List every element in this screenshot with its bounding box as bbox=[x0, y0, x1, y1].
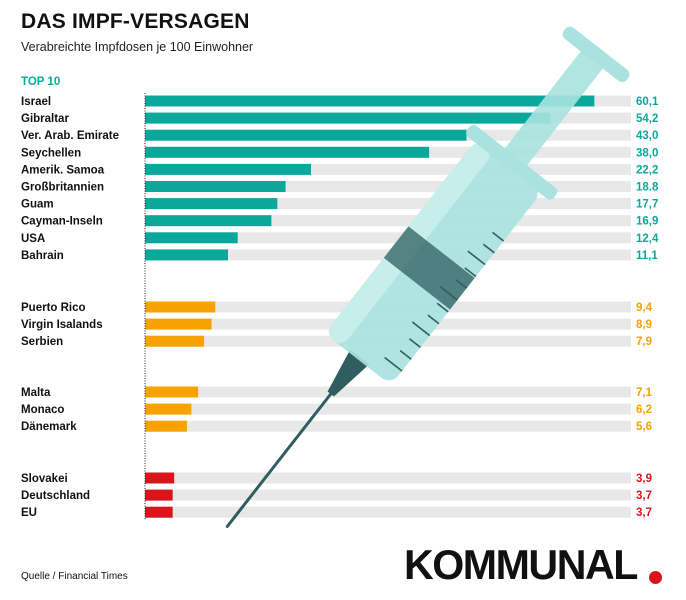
bar-track bbox=[145, 506, 631, 518]
scale-mark bbox=[482, 243, 495, 254]
category-label: Israel bbox=[21, 96, 51, 108]
bar-track bbox=[145, 420, 631, 432]
bar bbox=[145, 506, 173, 518]
category-label: Seychellen bbox=[21, 147, 81, 159]
value-label: 9,4 bbox=[636, 302, 653, 314]
category-label: Virgin Isalands bbox=[21, 319, 103, 331]
category-label: Bahrain bbox=[21, 250, 64, 262]
value-label: 11,1 bbox=[636, 250, 658, 262]
category-label: Puerto Rico bbox=[21, 302, 86, 314]
category-label: Gibraltar bbox=[21, 113, 69, 125]
bar bbox=[145, 403, 192, 415]
value-label: 60,1 bbox=[636, 96, 659, 108]
value-labels: 60,1 54,2 43,0 38,0 22,2 18.8 17,7 16,9 12,4 11,1… bbox=[636, 96, 659, 519]
plunger-thumb-rest bbox=[562, 26, 630, 83]
bar bbox=[145, 198, 278, 210]
category-label: Serbien bbox=[21, 336, 63, 348]
kommunal-logo: KOMMUNAL bbox=[404, 541, 638, 588]
bar-track bbox=[145, 198, 631, 210]
value-label: 18.8 bbox=[636, 182, 659, 194]
category-label: Malta bbox=[21, 387, 51, 399]
value-label: 22,2 bbox=[636, 164, 658, 176]
value-label: 3,7 bbox=[636, 490, 652, 502]
scale-mark bbox=[492, 231, 505, 242]
bar-track bbox=[145, 489, 631, 501]
category-label: Deutschland bbox=[21, 490, 90, 502]
value-label: 17,7 bbox=[636, 199, 658, 211]
group-label-top10: TOP 10 bbox=[21, 76, 61, 88]
bar bbox=[145, 112, 551, 124]
plunger-seal bbox=[383, 226, 475, 310]
bar-track bbox=[145, 232, 631, 244]
scale-mark bbox=[455, 279, 468, 289]
bar bbox=[145, 335, 205, 347]
bar bbox=[145, 129, 467, 141]
value-label: 8,9 bbox=[636, 319, 652, 331]
scale-mark bbox=[439, 285, 458, 301]
bar-track bbox=[145, 215, 631, 227]
value-label: 6,2 bbox=[636, 404, 652, 416]
value-label: 43,0 bbox=[636, 130, 658, 142]
value-label: 5,6 bbox=[636, 421, 652, 433]
scale-mark bbox=[411, 321, 431, 337]
bar-track bbox=[145, 403, 631, 415]
bar bbox=[145, 181, 286, 192]
category-label: Guam bbox=[21, 199, 54, 211]
category-labels: Israel Gibraltar Ver. Arab. Emirate Seychel… bbox=[21, 96, 119, 519]
value-label: 16,9 bbox=[636, 216, 658, 228]
value-label: 12,4 bbox=[636, 233, 659, 245]
category-label: Slovakei bbox=[21, 473, 68, 485]
category-label: Monaco bbox=[21, 404, 64, 416]
bar bbox=[145, 472, 175, 484]
value-label: 54,2 bbox=[636, 113, 658, 125]
value-label: 7,1 bbox=[636, 387, 653, 399]
bar bbox=[145, 95, 595, 107]
value-label: 7,9 bbox=[636, 336, 652, 348]
bar-track bbox=[145, 163, 631, 175]
scale-mark bbox=[384, 356, 403, 372]
scale-mark bbox=[464, 267, 477, 278]
syringe-illustration bbox=[225, 26, 630, 528]
scale-mark bbox=[436, 302, 449, 313]
category-label: Ver. Arab. Emirate bbox=[21, 130, 119, 142]
bar-track bbox=[145, 386, 631, 398]
value-label: 3,7 bbox=[636, 507, 652, 519]
bar bbox=[145, 301, 216, 313]
needle bbox=[225, 389, 335, 528]
category-label: Großbritannien bbox=[21, 182, 104, 194]
scale-mark bbox=[408, 338, 421, 349]
bar-track bbox=[145, 181, 631, 192]
bars bbox=[145, 95, 595, 518]
scale-mark bbox=[427, 314, 440, 325]
needle-hub bbox=[327, 349, 370, 397]
bar bbox=[145, 420, 187, 432]
bar bbox=[145, 215, 272, 227]
category-label: Dänemark bbox=[21, 421, 77, 433]
bar bbox=[145, 163, 311, 175]
category-label: Amerik. Samoa bbox=[21, 164, 105, 176]
bar bbox=[145, 386, 199, 398]
logo-dot-icon bbox=[649, 571, 662, 584]
value-label: 3,9 bbox=[636, 473, 652, 485]
bar bbox=[145, 232, 238, 244]
category-label: EU bbox=[21, 507, 37, 519]
bar bbox=[145, 318, 212, 330]
bar-track bbox=[145, 472, 631, 484]
plunger-rod bbox=[498, 44, 608, 175]
value-label: 38,0 bbox=[636, 147, 658, 159]
source-note: Quelle / Financial Times bbox=[21, 571, 128, 582]
bar bbox=[145, 489, 173, 501]
scale-mark bbox=[467, 250, 486, 266]
bar bbox=[145, 249, 228, 261]
category-label: Cayman-Inseln bbox=[21, 216, 103, 228]
scale-mark bbox=[399, 349, 412, 360]
chart-title: DAS IMPF-VERSAGEN bbox=[21, 10, 250, 33]
category-label: USA bbox=[21, 233, 45, 245]
bar bbox=[145, 146, 430, 158]
chart-subtitle: Verabreichte Impfdosen je 100 Einwohner bbox=[21, 40, 254, 54]
